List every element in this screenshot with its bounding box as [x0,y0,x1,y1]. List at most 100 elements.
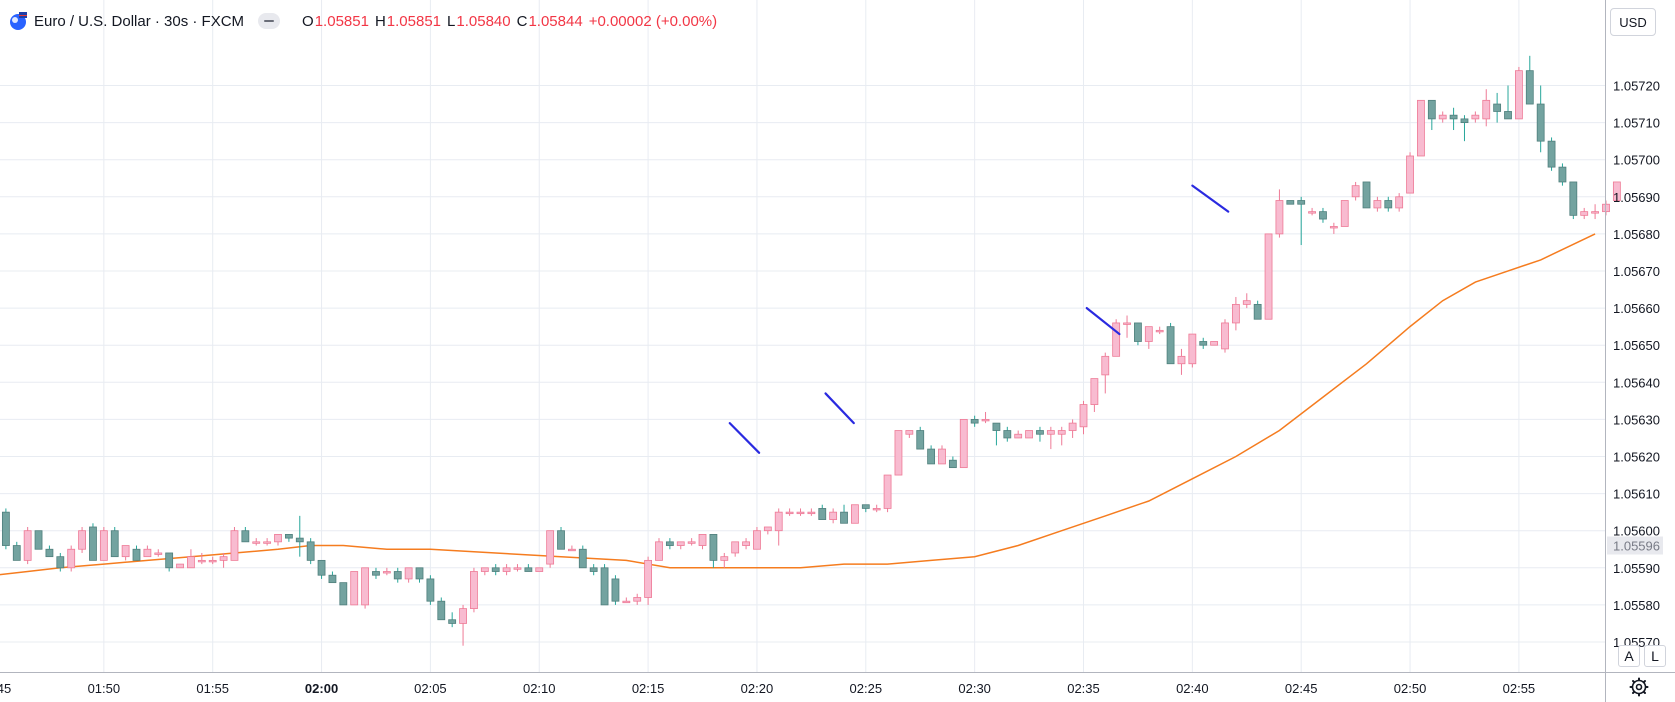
candle[interactable] [393,567,402,583]
candle[interactable] [1591,204,1599,220]
candle[interactable] [361,567,369,609]
candle[interactable] [1,508,10,550]
candle[interactable] [372,567,380,579]
candle[interactable] [851,504,859,524]
candle[interactable] [132,545,141,561]
candle[interactable] [698,534,707,550]
symbol-title[interactable]: Euro / U.S. Dollar · 30s · FXCM [34,12,245,30]
candle[interactable] [1144,326,1153,349]
candle[interactable] [992,422,1001,446]
candle[interactable] [480,567,489,576]
candle[interactable] [1188,333,1197,368]
trend-marker-line[interactable] [1085,307,1121,336]
candle[interactable] [274,534,282,546]
candle[interactable] [1547,137,1556,171]
candle[interactable] [78,526,86,553]
candle[interactable] [491,564,500,576]
candle[interactable] [633,593,642,605]
candle[interactable] [535,567,544,572]
candle[interactable] [1308,207,1316,216]
candle[interactable] [905,430,914,438]
candle[interactable] [110,526,119,558]
candle[interactable] [709,534,718,568]
candle[interactable] [404,567,413,583]
candle[interactable] [763,526,772,535]
candle[interactable] [197,552,206,565]
candle[interactable] [1046,426,1055,450]
candle[interactable] [676,541,685,550]
candle[interactable] [1068,419,1077,438]
candle[interactable] [415,567,424,583]
candle[interactable] [208,556,217,565]
candle[interactable] [1373,196,1382,212]
price-axis[interactable]: 1.055701.055801.055901.056001.056101.056… [1607,79,1663,651]
candle[interactable] [557,526,565,550]
candle[interactable] [829,508,838,524]
candle[interactable] [459,604,467,646]
candle[interactable] [655,538,663,561]
candle[interactable] [67,545,76,572]
candle[interactable] [883,474,892,513]
trend-marker-line[interactable] [824,392,855,425]
candle[interactable] [742,538,750,550]
candle[interactable] [785,508,794,516]
candle[interactable] [306,538,315,565]
candle[interactable] [328,571,337,584]
candle[interactable] [1210,341,1219,346]
collapse-legend-button[interactable] [258,13,281,29]
candle[interactable] [252,538,261,546]
candle[interactable] [1155,326,1164,335]
candle[interactable] [1580,207,1589,220]
candle[interactable] [1536,85,1545,153]
candle[interactable] [23,526,32,565]
candle[interactable] [1253,300,1262,320]
candle[interactable] [796,508,805,516]
candle[interactable] [1362,181,1371,209]
candle[interactable] [948,456,957,469]
candle[interactable] [1417,99,1425,157]
candle[interactable] [121,545,130,561]
candle[interactable] [568,545,576,552]
candle[interactable] [187,549,195,569]
candle[interactable] [1014,430,1023,439]
candle[interactable] [1482,89,1491,127]
candle[interactable] [1286,200,1295,205]
candle[interactable] [1329,222,1338,234]
candle[interactable] [589,564,598,576]
candle[interactable] [89,523,97,561]
candle[interactable] [1090,378,1099,412]
candle[interactable] [1427,99,1436,131]
log-scale-button[interactable]: L [1644,645,1666,667]
candle[interactable] [1558,163,1567,186]
candle[interactable] [1112,319,1121,357]
candle[interactable] [56,552,65,572]
candle[interactable] [774,508,783,546]
candle[interactable] [437,597,446,621]
candle[interactable] [524,564,533,572]
candle[interactable] [34,530,43,550]
candle[interactable] [807,508,816,516]
candle[interactable] [241,526,250,543]
trend-marker-line[interactable] [1191,184,1230,213]
candle[interactable] [470,567,478,613]
candle[interactable] [1525,55,1534,105]
candle[interactable] [927,445,936,465]
candle[interactable] [720,552,729,568]
candle[interactable] [1384,196,1393,212]
candle[interactable] [317,559,326,579]
candle[interactable] [546,530,555,568]
auto-scale-button[interactable]: A [1618,645,1640,667]
candle[interactable] [1319,207,1327,223]
candle[interactable] [1231,296,1240,331]
candle[interactable] [45,545,54,558]
candle[interactable] [1166,322,1175,365]
candle[interactable] [12,541,21,561]
candle[interactable] [731,541,740,557]
candle[interactable] [970,415,979,427]
candle[interactable] [840,504,848,524]
candle[interactable] [426,575,435,605]
candle[interactable] [1221,319,1229,353]
currency-selector[interactable]: USD [1610,8,1656,36]
candle[interactable] [1297,196,1306,246]
